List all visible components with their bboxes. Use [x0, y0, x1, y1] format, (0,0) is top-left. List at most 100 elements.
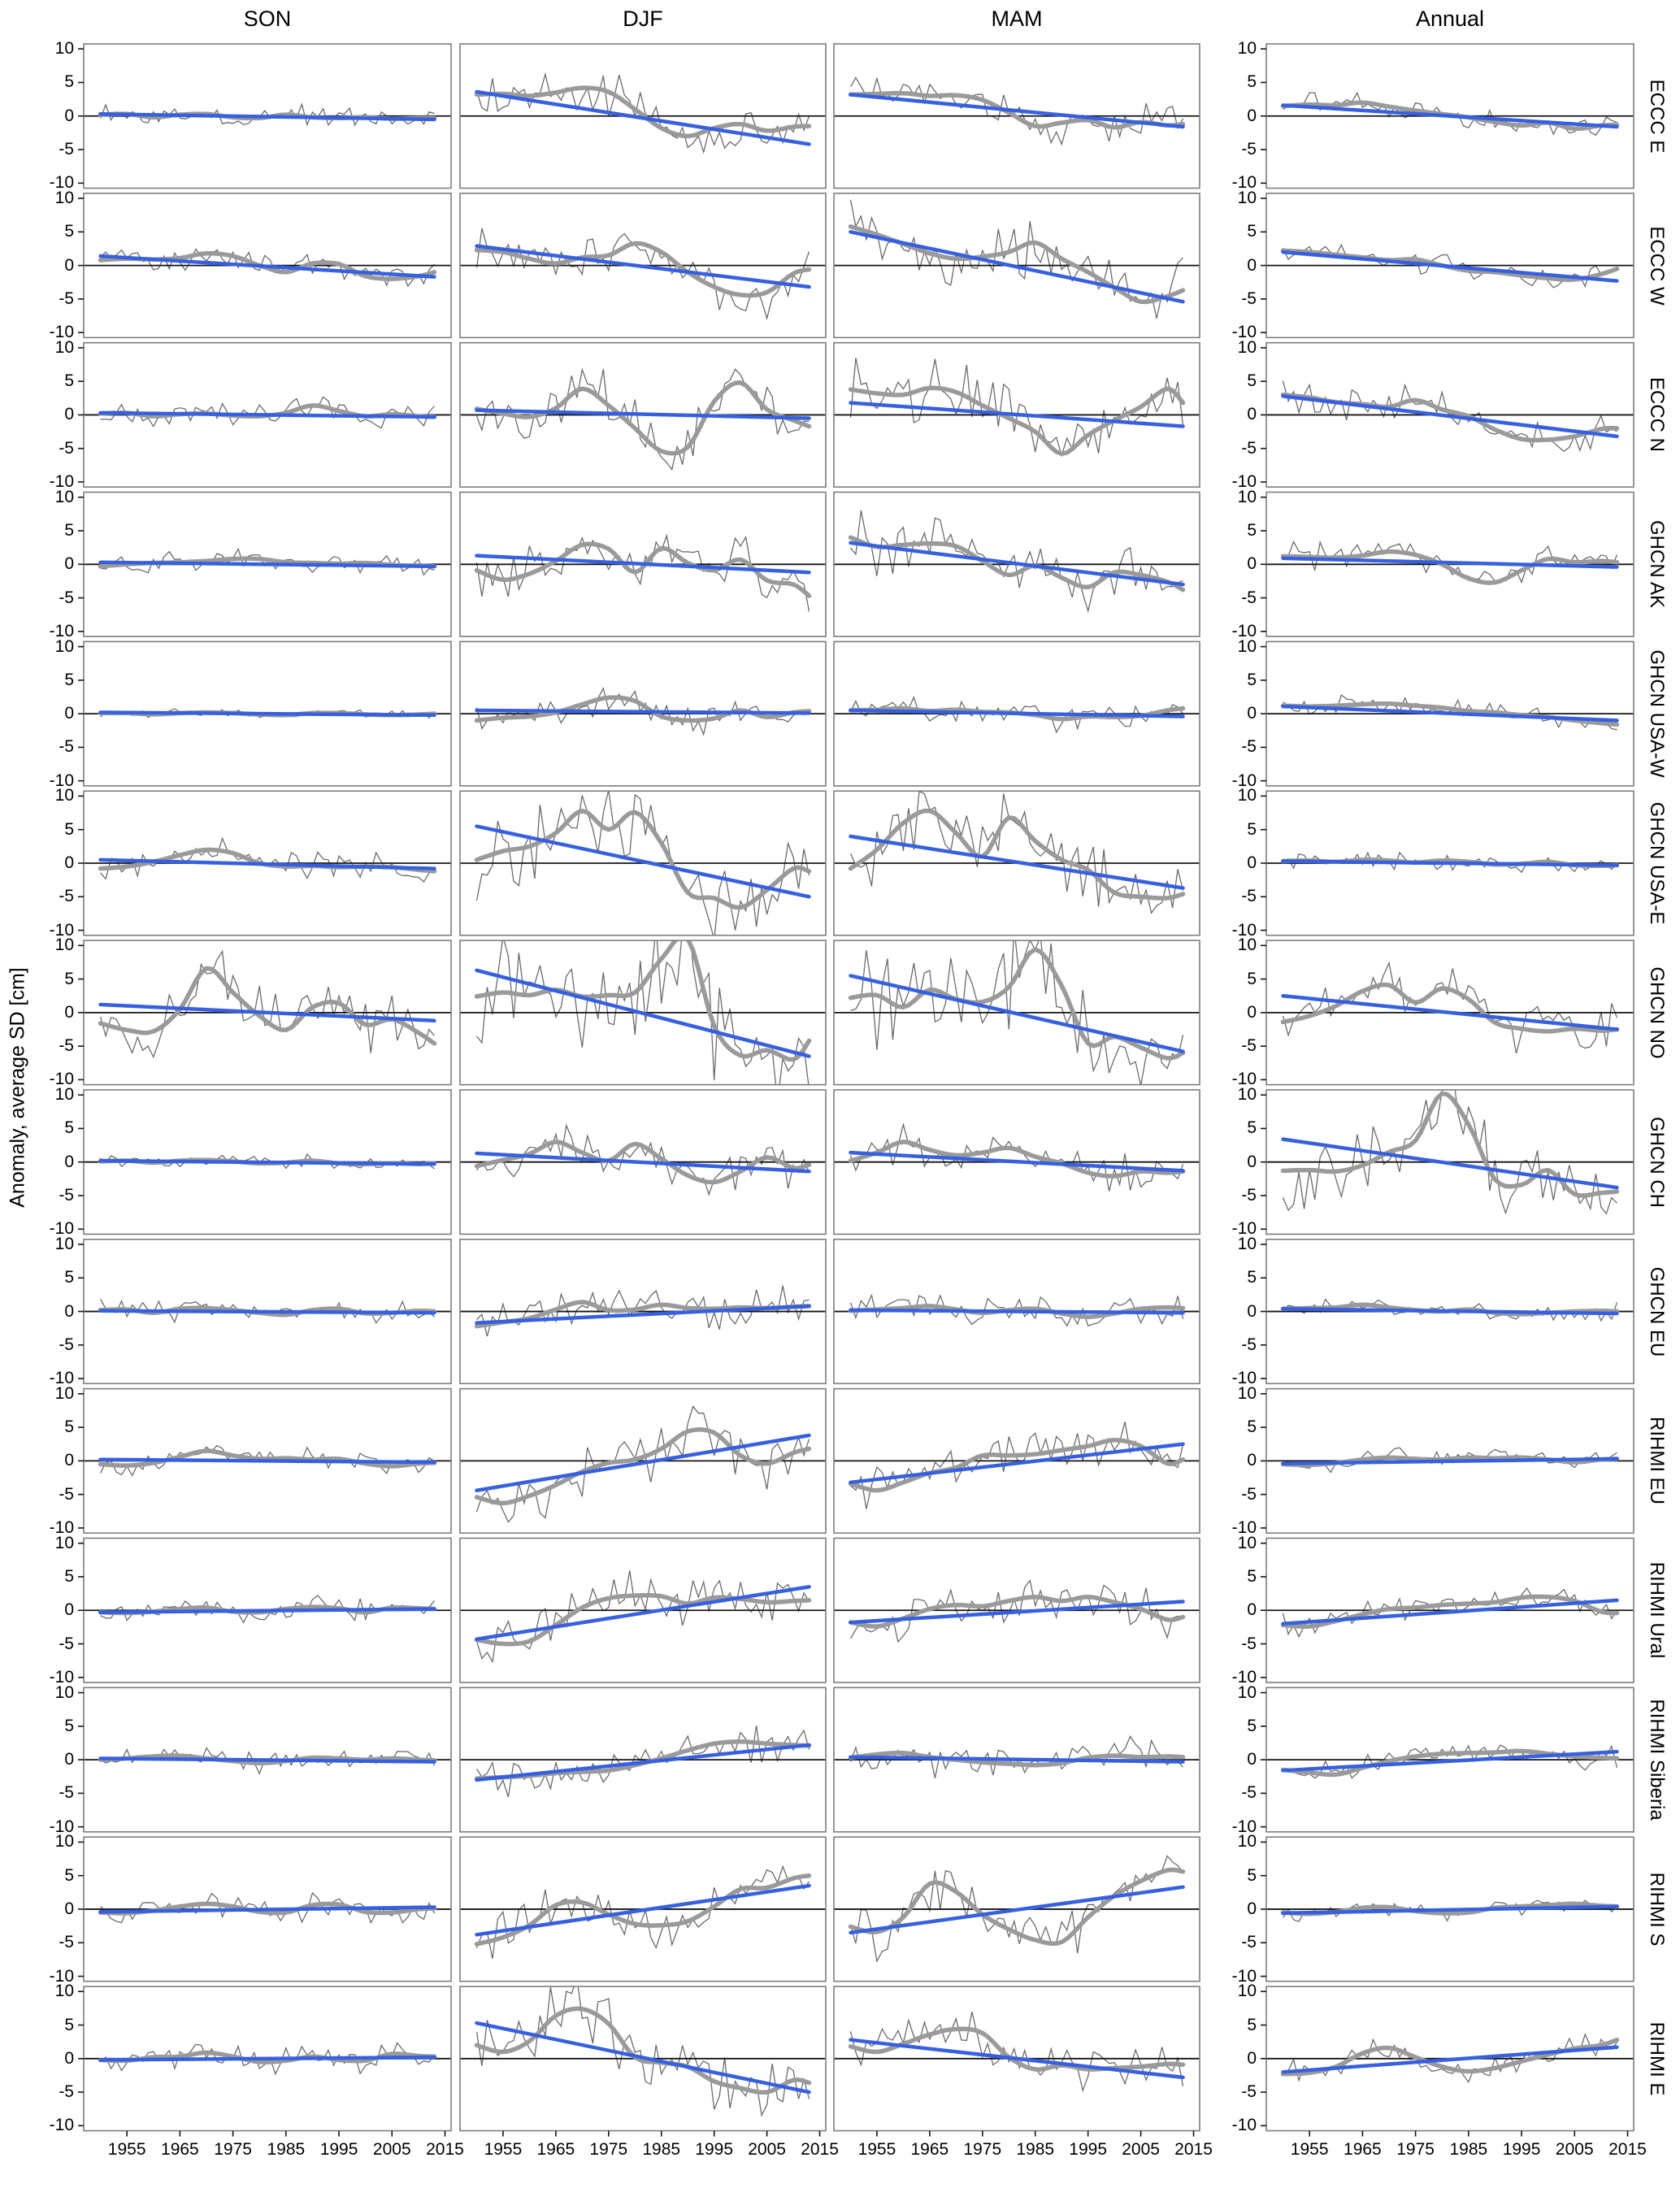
panel-border — [459, 940, 827, 1086]
column-header-son: SON — [243, 7, 292, 31]
x-tick-label: 2015 — [426, 2139, 464, 2159]
y-tick-label: 0 — [1247, 1750, 1257, 1769]
panel-rihmi-siberia-son — [84, 1747, 451, 1776]
trend-line — [849, 2038, 1185, 2080]
y-tick-label: 0 — [1247, 106, 1257, 125]
y-tick-label: 0 — [64, 1152, 74, 1171]
y-tick-label: 5 — [1247, 819, 1257, 839]
trend-line — [98, 1607, 436, 1614]
row-label-ghcn-ch: GHCN CH — [1646, 1116, 1668, 1208]
y-tick-label: 0 — [1247, 1899, 1257, 1918]
y-tick-label: -5 — [59, 1185, 74, 1205]
y-tick-label: 10 — [1237, 1085, 1257, 1105]
y-tick-label: 5 — [1247, 222, 1257, 241]
smoothed-series — [474, 241, 812, 298]
smoothed-series — [848, 2026, 1186, 2072]
y-tick-label: 10 — [1237, 487, 1257, 506]
smoothed-series — [848, 1750, 1186, 1768]
y-tick-label: -5 — [59, 1634, 74, 1653]
trend-line — [1281, 1749, 1619, 1773]
y-tick-label: 0 — [64, 1600, 74, 1620]
y-tick-label: -5 — [1241, 1933, 1257, 1952]
y-tick-label: -5 — [1241, 2082, 1257, 2102]
y-tick-label: -5 — [1241, 1634, 1257, 1653]
yearly-anomaly-series — [475, 1404, 810, 1523]
trend-line — [849, 974, 1185, 1053]
y-tick-label: 0 — [1247, 405, 1257, 424]
y-tick-label: 0 — [1247, 1152, 1257, 1171]
panel-rihmi-eu-mam — [834, 1422, 1200, 1509]
trend-line — [98, 1309, 436, 1315]
panel-ghcn-ch-djf — [460, 1123, 826, 1196]
trend-line — [475, 968, 811, 1058]
row-label-ghcn-ak: GHCN AK — [1646, 520, 1668, 609]
panel-rihmi-ural-son — [84, 1595, 451, 1624]
trend-line — [475, 554, 811, 575]
y-tick-label: -5 — [1241, 438, 1257, 458]
x-tick-label: 1965 — [536, 2139, 575, 2159]
x-tick-label: 1955 — [857, 2139, 896, 2159]
trend-line — [475, 1304, 811, 1325]
y-tick-label: -5 — [59, 2082, 74, 2102]
y-tick-label: 5 — [64, 1865, 74, 1885]
yearly-anomaly-series — [100, 248, 435, 288]
yearly-anomaly-series — [1282, 1089, 1617, 1215]
y-tick-label: 10 — [1237, 189, 1257, 208]
smoothed-series — [474, 85, 812, 139]
x-tick-label: 1955 — [1290, 2139, 1329, 2159]
row-label-eccc-w: ECCC W — [1646, 225, 1668, 306]
row-label-eccc-e: ECCC E — [1646, 79, 1668, 154]
smoothed-series — [848, 535, 1186, 593]
panel-border — [459, 1239, 827, 1385]
y-tick-label: 10 — [54, 786, 74, 805]
trend-line — [1281, 1598, 1619, 1626]
y-tick-label: 5 — [1247, 1566, 1257, 1586]
panel-ghcn-usa-w-mam — [834, 696, 1200, 734]
y-tick-label: -10 — [49, 2116, 74, 2135]
trend-line — [1281, 556, 1619, 569]
y-tick-label: -10 — [1231, 1070, 1257, 1089]
y-tick-label: 10 — [1237, 786, 1257, 805]
panel-rihmi-eu-annual — [1266, 1447, 1634, 1474]
panel-border — [459, 193, 827, 339]
y-tick-label: 5 — [64, 2015, 74, 2034]
trend-line — [1281, 993, 1619, 1031]
panel-ghcn-eu-son — [84, 1298, 451, 1324]
trend-line — [98, 1905, 436, 1914]
y-tick-label: 5 — [64, 819, 74, 839]
y-tick-label: -10 — [1231, 621, 1257, 640]
y-tick-label: -5 — [59, 289, 74, 308]
smoothed-series — [848, 947, 1186, 1061]
panel-eccc-e-annual — [1266, 91, 1634, 137]
panel-ghcn-no-mam — [834, 940, 1200, 1085]
y-tick-label: 5 — [1247, 670, 1257, 689]
trend-line — [98, 1158, 436, 1166]
y-tick-label: 10 — [54, 337, 74, 357]
y-tick-label: 0 — [64, 554, 74, 574]
panel-eccc-n-djf — [460, 367, 826, 471]
y-tick-label: 5 — [1247, 1716, 1257, 1735]
trend-line — [475, 824, 811, 899]
trend-line — [1281, 1306, 1619, 1316]
smoothed-series — [474, 1873, 812, 1947]
y-tick-label: 5 — [1247, 1865, 1257, 1885]
y-tick-label: 5 — [1247, 521, 1257, 540]
y-tick-label: -5 — [59, 737, 74, 757]
y-tick-label: 0 — [64, 405, 74, 424]
panel-border — [833, 43, 1200, 189]
smoothed-series — [848, 1304, 1186, 1319]
y-tick-label: -5 — [59, 1484, 74, 1504]
yearly-anomaly-series — [849, 791, 1184, 914]
y-tick-label: 5 — [1247, 2015, 1257, 2034]
panel-eccc-n-son — [84, 396, 451, 429]
y-tick-label: 0 — [64, 1750, 74, 1769]
y-tick-label: 10 — [54, 1383, 74, 1403]
panel-rihmi-s-djf — [460, 1865, 826, 1960]
panel-border — [459, 1089, 827, 1235]
panel-border — [459, 790, 827, 936]
y-tick-label: 5 — [64, 222, 74, 241]
panel-ghcn-ch-mam — [834, 1122, 1200, 1192]
y-tick-label: 10 — [1237, 1383, 1257, 1403]
panel-border — [459, 1387, 827, 1534]
x-tick-label: 2005 — [1122, 2139, 1160, 2159]
